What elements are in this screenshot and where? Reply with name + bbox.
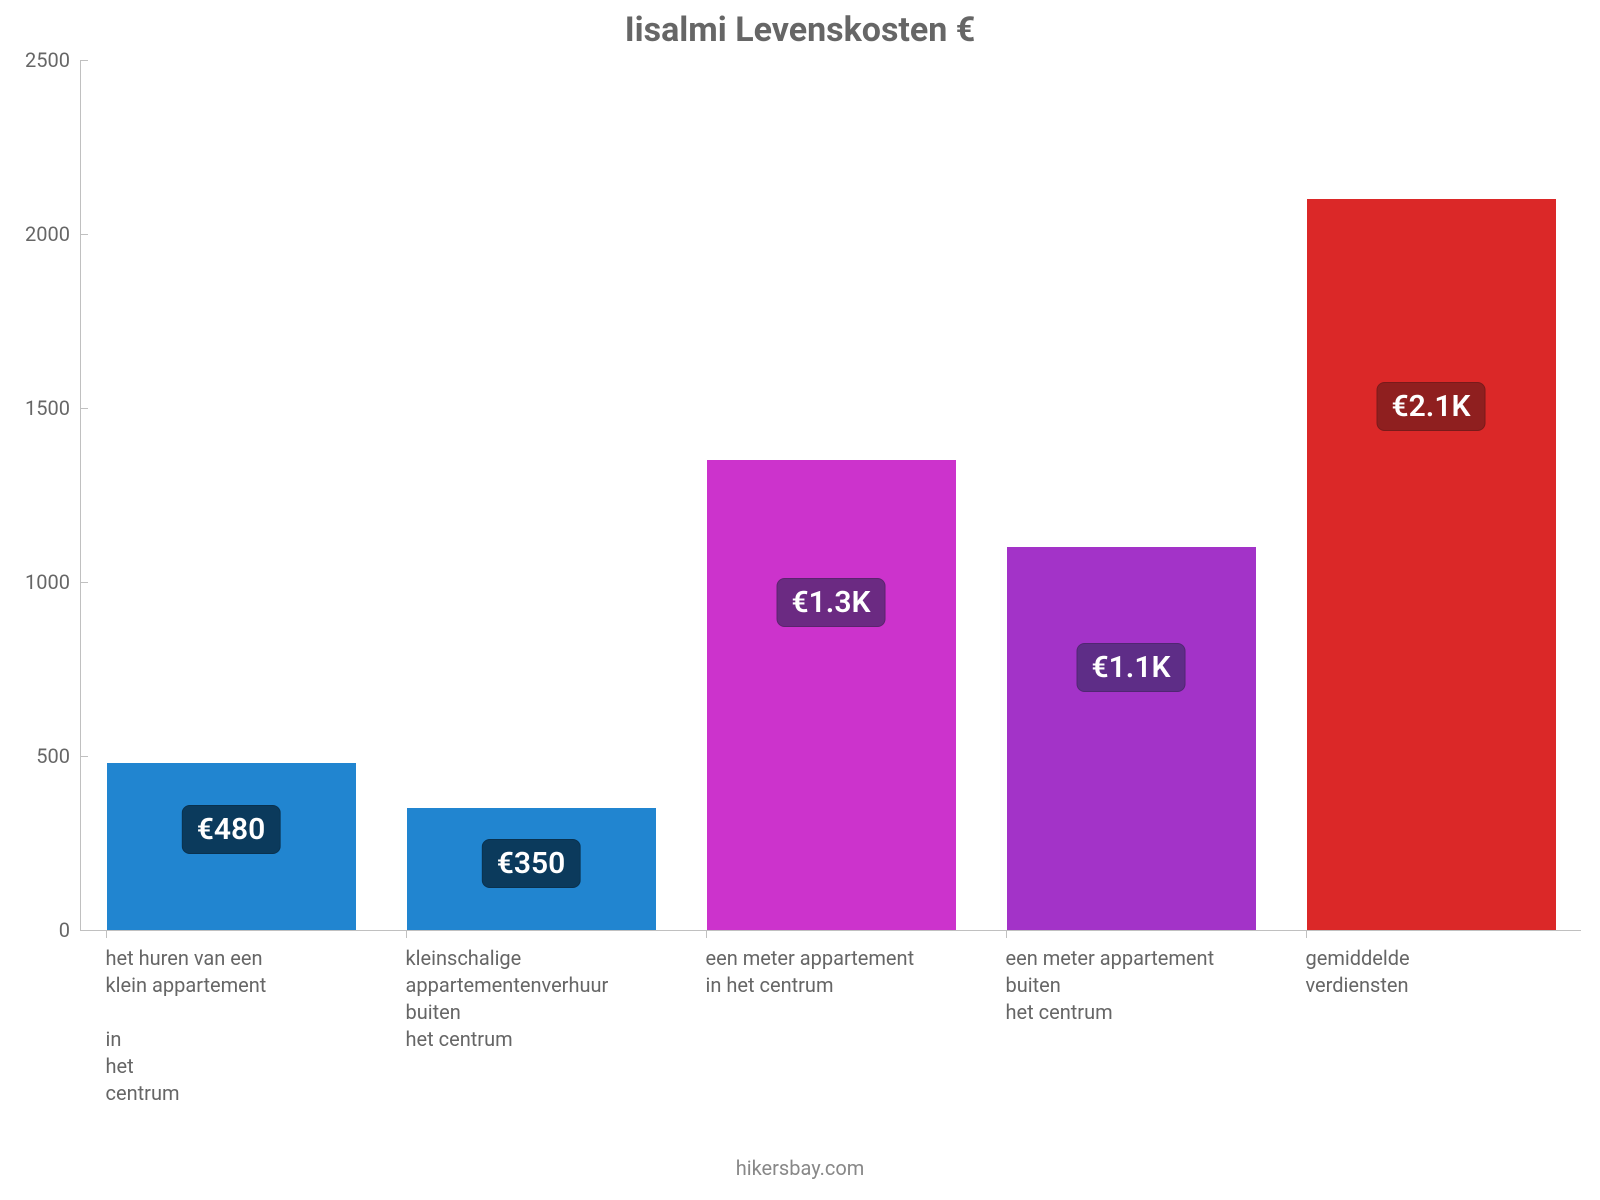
y-tick-label: 2000 (25, 222, 70, 246)
y-tick (80, 582, 88, 583)
bars-container: €480 €350 €1.3K €1.1K €2.1K (81, 60, 1581, 930)
value-badge: €1.1K (1077, 643, 1186, 692)
y-tick-label: 0 (59, 918, 70, 942)
y-tick (80, 60, 88, 61)
y-tick-label: 500 (36, 744, 70, 768)
value-badge: €480 (182, 805, 281, 854)
x-axis-label: een meter appartement buiten het centrum (1006, 945, 1255, 1026)
y-tick (80, 408, 88, 409)
x-axis-label: het huren van een klein appartement in h… (106, 945, 355, 1107)
y-tick (80, 756, 88, 757)
x-tick (1306, 930, 1307, 938)
bar: €350 (407, 808, 656, 930)
value-badge: €350 (482, 839, 581, 888)
bar: €480 (107, 763, 356, 930)
x-tick (1006, 930, 1007, 938)
x-axis-label: gemiddelde verdiensten (1306, 945, 1555, 999)
plot-area: €480 €350 €1.3K €1.1K €2.1K (80, 60, 1581, 931)
value-badge: €1.3K (777, 578, 886, 627)
chart-title: Iisalmi Levenskosten € (0, 10, 1600, 50)
x-axis-label: kleinschalige appartementenverhuur buite… (406, 945, 655, 1053)
x-tick (406, 930, 407, 938)
bar: €1.3K (707, 460, 956, 930)
bar: €2.1K (1307, 199, 1556, 930)
y-tick (80, 234, 88, 235)
bar: €1.1K (1007, 547, 1256, 930)
x-tick (706, 930, 707, 938)
x-tick (106, 930, 107, 938)
value-badge: €2.1K (1377, 382, 1486, 431)
cost-of-living-bar-chart: Iisalmi Levenskosten € €480 €350 €1.3K €1.1… (0, 0, 1600, 1200)
chart-footer: hikersbay.com (0, 1156, 1600, 1180)
x-axis-label: een meter appartement in het centrum (706, 945, 955, 999)
y-tick-label: 2500 (25, 48, 70, 72)
y-tick-label: 1000 (25, 570, 70, 594)
y-tick-label: 1500 (25, 396, 70, 420)
